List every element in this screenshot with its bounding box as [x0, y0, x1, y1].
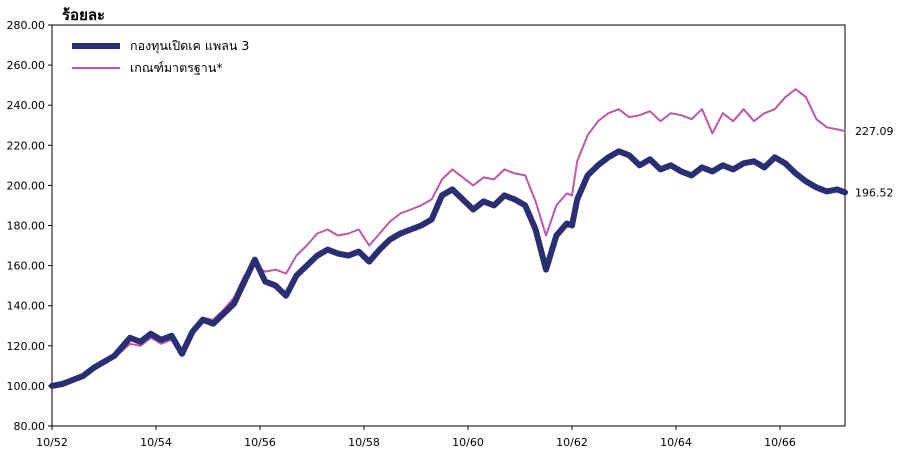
- y-tick-label: 120.00: [7, 340, 46, 353]
- y-tick-label: 180.00: [7, 220, 46, 233]
- x-tick-label: 10/60: [452, 436, 484, 449]
- x-tick-label: 10/54: [140, 436, 172, 449]
- x-tick-label: 10/64: [660, 436, 692, 449]
- x-tick-label: 10/66: [764, 436, 796, 449]
- y-tick-label: 220.00: [7, 139, 46, 152]
- x-tick-label: 10/56: [244, 436, 276, 449]
- y-tick-label: 140.00: [7, 300, 46, 313]
- end-label-fund: 196.52: [855, 186, 894, 199]
- end-label-benchmark: 227.09: [855, 125, 894, 138]
- series-line-fund: [49, 148, 848, 389]
- x-tick-label: 10/52: [36, 436, 68, 449]
- legend-label-benchmark: เกณฑ์มาตรฐาน*: [130, 60, 223, 75]
- legend-item-benchmark: เกณฑ์มาตรฐาน*: [72, 60, 223, 75]
- y-axis-label: ร้อยละ: [62, 6, 105, 24]
- y-tick-label: 200.00: [7, 179, 46, 192]
- y-tick-label: 240.00: [7, 99, 46, 112]
- series-group: [49, 88, 848, 389]
- end-labels: 196.52 227.09: [855, 125, 894, 199]
- y-tick-label: 80.00: [14, 420, 46, 433]
- legend: กองทุนเปิดเค แพลน 3 เกณฑ์มาตรฐาน*: [72, 38, 249, 75]
- x-tick-label: 10/62: [556, 436, 588, 449]
- y-axis: 80.00 100.00 120.00 140.00 160.00 180.00 200.0…: [7, 19, 52, 433]
- x-axis: 10/52 10/54 10/56 10/58 10/60 10/62 10/64 10/66: [36, 426, 796, 449]
- y-tick-label: 100.00: [7, 380, 46, 393]
- y-tick-label: 260.00: [7, 59, 46, 72]
- plot-area: [51, 24, 846, 427]
- y-tick-label: 280.00: [7, 19, 46, 32]
- x-tick-label: 10/58: [348, 436, 380, 449]
- legend-item-fund: กองทุนเปิดเค แพลน 3: [72, 38, 249, 54]
- legend-label-fund: กองทุนเปิดเค แพลน 3: [130, 38, 249, 54]
- y-tick-label: 160.00: [7, 260, 46, 273]
